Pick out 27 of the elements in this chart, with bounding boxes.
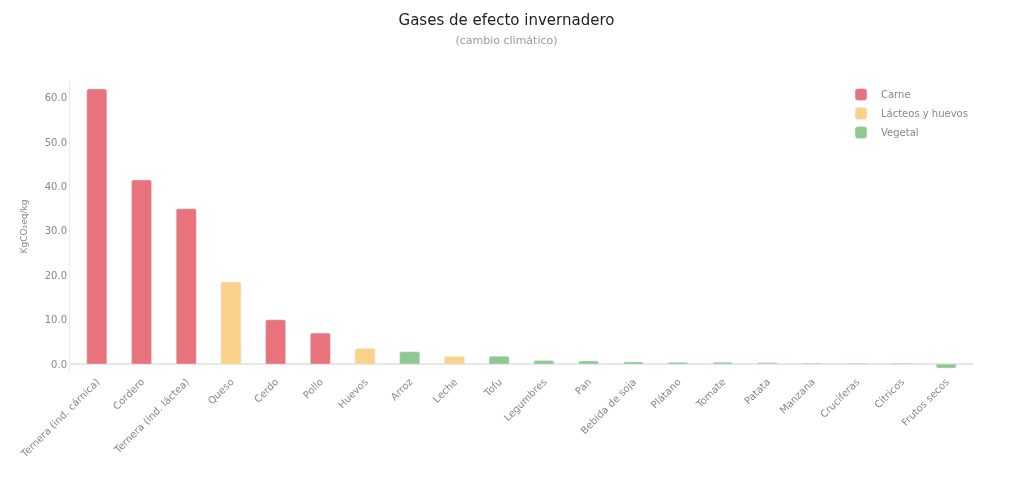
legend-label: Lácteos y huevos bbox=[881, 108, 968, 120]
bar bbox=[354, 348, 376, 365]
x-tick-label: Tofu bbox=[481, 376, 505, 400]
legend-label: Vegetal bbox=[881, 127, 919, 139]
bar bbox=[533, 360, 555, 365]
bar bbox=[175, 208, 197, 365]
y-tick-label: 30.0 bbox=[44, 225, 67, 237]
legend-label: Carne bbox=[881, 89, 911, 101]
bar bbox=[310, 332, 331, 365]
chart-subtitle: (cambio climático) bbox=[455, 34, 558, 48]
y-tick-label: 40.0 bbox=[44, 181, 67, 193]
y-tick-label: 60.0 bbox=[44, 92, 67, 104]
bar bbox=[935, 363, 957, 369]
y-tick-label: 50.0 bbox=[44, 136, 67, 148]
x-tick-label: Pan bbox=[572, 376, 594, 397]
bar bbox=[488, 355, 510, 365]
y-axis-title: KgCO₂eq/kg bbox=[19, 199, 30, 254]
y-tick-label: 10.0 bbox=[44, 314, 67, 326]
chart-title: Gases de efecto invernadero bbox=[398, 10, 615, 29]
bar bbox=[444, 356, 465, 365]
bar bbox=[86, 88, 108, 365]
y-tick-label: 0.0 bbox=[51, 358, 67, 370]
y-tick-label: 20.0 bbox=[44, 269, 67, 281]
bar bbox=[220, 281, 242, 365]
bar bbox=[265, 319, 286, 365]
bar bbox=[131, 179, 152, 365]
bar bbox=[399, 351, 421, 365]
